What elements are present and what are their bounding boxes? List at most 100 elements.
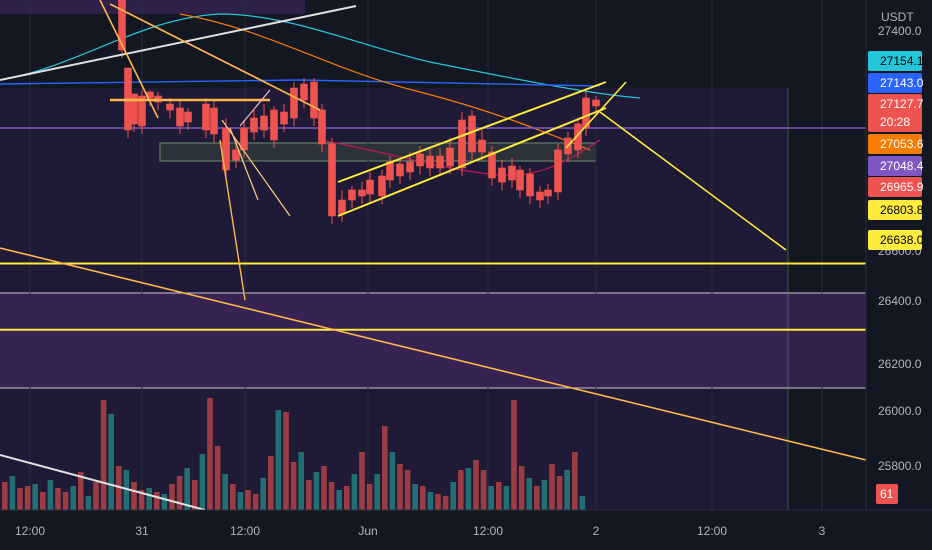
candle [232,149,240,161]
volume-bar [412,484,418,510]
volume-bar [518,466,525,510]
candle [130,93,138,125]
candle [184,111,192,123]
orange-trend-line[interactable] [99,0,159,119]
volume-bar [549,464,555,510]
white-trend-line[interactable] [0,5,357,81]
candle [488,151,496,179]
orange-fan-line[interactable] [219,139,246,301]
volume-bar [321,466,327,510]
candle [446,147,454,167]
channel-lower-line[interactable] [337,107,607,217]
volume-bar [199,454,206,510]
candle [290,87,298,119]
volume-bar [184,468,190,510]
volume-bar [138,490,145,510]
candle [270,109,278,141]
price-tag [868,94,922,132]
volume-bar [24,486,31,510]
price-tag [868,73,922,93]
y-tick-label: 26000.0 [878,404,922,418]
volume-bar [93,482,99,510]
volume-bar [154,492,160,510]
volume-bar [503,486,510,510]
orange-trend-line[interactable] [109,3,321,111]
volume-bar [458,470,464,510]
volume-bar [70,486,76,510]
candle [436,155,444,169]
volume-bar [100,400,107,510]
candle [416,153,424,167]
volume-bar [268,456,274,510]
candle [348,189,356,201]
price-tag [868,156,922,176]
volume-bar [169,484,175,510]
candle [544,189,552,197]
price-tag [868,134,922,154]
candle [222,127,230,171]
candle [176,107,184,127]
volume-bar [336,490,342,510]
candle [338,199,346,215]
candle [426,155,434,169]
volume-bar [541,480,548,510]
volume-bar [442,496,449,510]
price-tag [868,200,922,220]
price-tag-label: 26638.0 [880,233,924,247]
trend-line[interactable] [565,81,627,149]
volume-bar [389,452,396,510]
volume-bar [40,492,46,510]
volume-bar [237,492,244,510]
x-tick-label: 31 [135,524,149,538]
x-tick-label: Jun [358,524,377,538]
volume-bar [298,452,304,510]
candle [318,109,326,145]
volume-bar [32,484,38,510]
volume-bar [397,464,403,510]
price-tag-label: 26803.8 [880,203,924,217]
x-tick-label: 12:00 [230,524,260,538]
x-tick-label: 12:00 [697,524,727,538]
price-tag-label: 27143.0 [880,76,924,90]
volume-bar [161,494,168,510]
volume-bar [2,482,8,510]
volume-bar [17,488,23,510]
long-trend-line[interactable] [0,247,867,461]
ma-line-orange [179,13,591,151]
candle [498,167,506,183]
y-tick-label: 26400.0 [878,294,922,308]
volume-bar [116,466,122,510]
volume-bar [55,488,61,510]
volume-bar [465,468,472,510]
price-tag [868,51,922,71]
volume-bar [207,398,213,510]
price-tag-label: 27154.1 [880,54,924,68]
volume-bar [511,400,517,510]
candle [386,161,394,181]
candle [310,81,318,119]
ma-line-blue [0,79,601,87]
volume-bar [526,478,532,510]
volume-bar [290,462,297,510]
volume-bar [214,446,221,510]
channel-upper-line[interactable] [337,81,607,183]
candle [358,189,366,197]
volume-bar [85,496,92,510]
white-volume-line[interactable] [0,454,206,511]
volume-bar [480,470,487,510]
volume-bar [404,470,411,510]
projection-line[interactable] [599,111,787,251]
volume-bar [564,470,570,510]
volume-bar [245,490,251,510]
candle [468,115,476,153]
fan-line[interactable] [229,127,259,201]
candle [202,103,210,131]
candle [260,115,268,131]
volume-bar [488,486,494,510]
price-tag-label: 27048.4 [880,159,924,173]
fan-line[interactable] [239,89,271,127]
candle [458,119,466,169]
volume-bar [359,452,365,510]
x-tick-label: 2 [593,524,600,538]
